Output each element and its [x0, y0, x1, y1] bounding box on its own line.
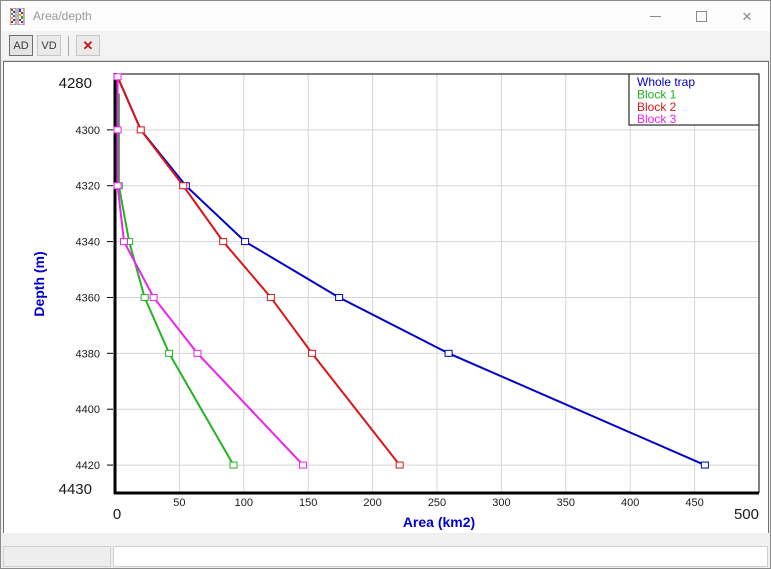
red-x-icon: ✕ [82, 38, 94, 53]
y-axis-min-label: 4280 [59, 75, 92, 92]
window-controls: ✕ [632, 1, 770, 31]
marker-block-2 [179, 182, 188, 190]
marker-block-1 [140, 293, 149, 301]
legend-label-block-3: Block 3 [637, 112, 677, 126]
close-button[interactable]: ✕ [724, 1, 770, 31]
x-tick-label: 250 [428, 497, 446, 509]
x-axis-min-label: 0 [113, 506, 121, 523]
status-panel-right [113, 546, 768, 567]
minimize-icon [649, 15, 661, 17]
x-tick-label: 150 [299, 497, 317, 509]
x-tick-label: 450 [685, 497, 703, 509]
x-tick-label: 50 [173, 497, 185, 509]
y-tick-label: 4340 [76, 237, 100, 249]
y-tick-label: 4360 [76, 292, 100, 304]
legend-label-block-2: Block 2 [637, 100, 677, 114]
ad-mode-button[interactable]: AD [9, 35, 33, 56]
series-line-block-2 [116, 76, 401, 466]
legend-label-whole-trap: Whole trap [637, 75, 695, 89]
x-axis-max-label: 500 [734, 506, 759, 523]
marker-block-2 [266, 293, 275, 301]
legend-label-block-1: Block 1 [637, 87, 677, 101]
y-tick-label: 4380 [76, 348, 100, 360]
y-tick-label: 4420 [76, 460, 100, 472]
marker-block-2 [136, 126, 145, 134]
marker-block-3 [120, 238, 129, 246]
x-tick-label: 200 [363, 497, 381, 509]
y-axis-title: Depth (m) [31, 251, 47, 316]
marker-whole-trap [700, 461, 709, 469]
marker-block-2 [395, 461, 404, 469]
marker-whole-trap [444, 349, 453, 357]
close-plot-button[interactable]: ✕ [76, 35, 100, 56]
marker-block-3 [149, 293, 158, 301]
y-axis-max-label: 4430 [59, 481, 92, 498]
maximize-button[interactable] [678, 1, 724, 31]
marker-block-3 [299, 461, 308, 469]
marker-block-3 [113, 73, 122, 81]
app-icon [10, 7, 25, 25]
x-tick-label: 300 [492, 497, 510, 509]
marker-block-3 [113, 126, 122, 134]
marker-block-3 [193, 349, 202, 357]
y-tick-label: 4320 [76, 181, 100, 193]
vd-mode-button[interactable]: VD [37, 35, 61, 56]
status-bar [1, 533, 770, 568]
marker-block-3 [113, 182, 122, 190]
x-tick-label: 100 [235, 497, 253, 509]
window-title: Area/depth [33, 9, 92, 23]
y-tick-label: 4400 [76, 404, 100, 416]
legend-box [628, 73, 760, 126]
x-tick-label: 400 [621, 497, 639, 509]
marker-block-2 [219, 238, 228, 246]
y-tick-label: 4300 [76, 125, 100, 137]
status-panel-left [3, 546, 111, 567]
chart-canvas: 4300 4320 4340 4360 4380 4400 4420 4280 4430 50 10… [3, 61, 769, 535]
close-icon: ✕ [741, 8, 753, 24]
marker-whole-trap [335, 293, 344, 301]
area-depth-chart: 4300 4320 4340 4360 4380 4400 4420 4280 4430 50 10… [31, 73, 760, 530]
series-line-whole-trap [116, 76, 706, 466]
titlebar: Area/depth ✕ [1, 1, 770, 31]
marker-block-2 [308, 349, 317, 357]
marker-block-1 [165, 349, 174, 357]
marker-whole-trap [241, 238, 250, 246]
minimize-button[interactable] [632, 1, 678, 31]
toolbar: AD VD ✕ [1, 31, 770, 61]
x-axis-title: Area (km2) [403, 514, 475, 530]
marker-block-1 [229, 461, 238, 469]
maximize-icon [695, 10, 707, 22]
x-tick-label: 350 [557, 497, 575, 509]
toolbar-separator [68, 35, 69, 56]
